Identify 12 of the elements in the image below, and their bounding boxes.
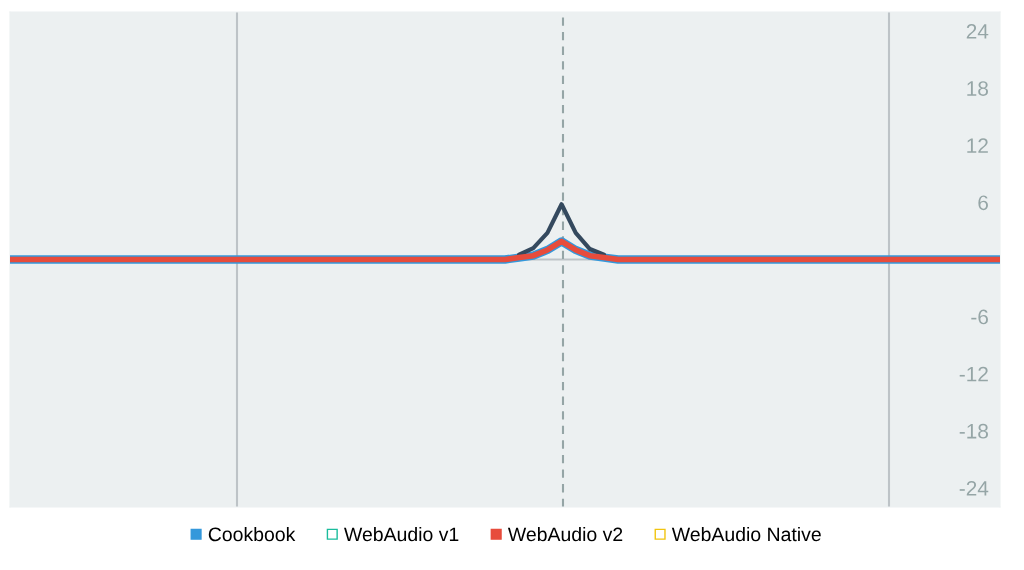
legend-label: Cookbook bbox=[208, 526, 296, 542]
y-tick-label: -24 bbox=[959, 480, 989, 496]
legend-label: WebAudio Native bbox=[671, 526, 821, 542]
legend-label: WebAudio v1 bbox=[344, 526, 459, 542]
y-tick-label: 24 bbox=[966, 24, 989, 39]
y-tick-label: 6 bbox=[978, 195, 988, 211]
y-tick-label: 18 bbox=[967, 81, 988, 96]
legend-label: WebAudio v2 bbox=[507, 526, 623, 542]
y-tick-label: -6 bbox=[971, 309, 988, 325]
y-tick-label: -12 bbox=[959, 366, 988, 382]
y-tick-label: 12 bbox=[967, 138, 988, 153]
y-tick-label: -18 bbox=[959, 423, 988, 439]
